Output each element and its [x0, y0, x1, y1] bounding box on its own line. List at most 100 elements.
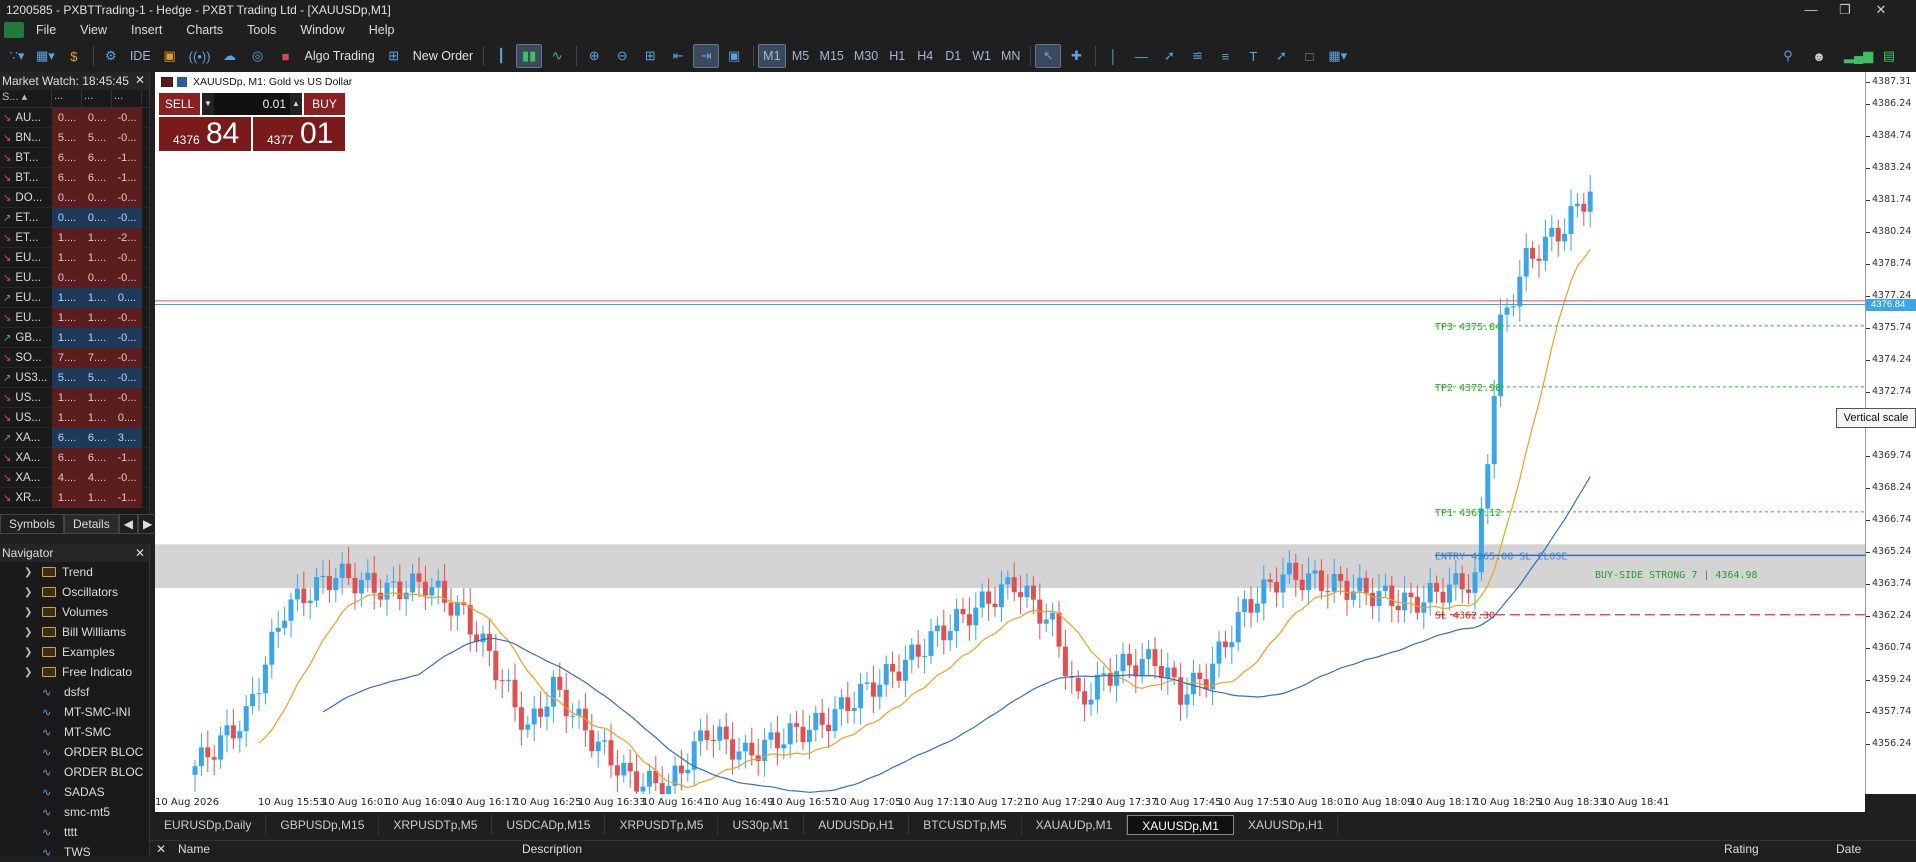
timeframe-d1[interactable]: D1 — [945, 49, 962, 63]
chat-icon[interactable]: ▤ — [1882, 48, 1896, 63]
chart-tab[interactable]: XRPUSDTp,M5 — [379, 815, 493, 835]
line-chart-icon[interactable]: ∿ — [551, 48, 563, 63]
close-icon[interactable]: ✕ — [134, 73, 145, 87]
chart-tab[interactable]: GBPUSDp,M15 — [266, 815, 380, 835]
vertical-line-icon[interactable]: │ — [1109, 48, 1118, 64]
navigator-indicator[interactable]: ∿ ORDER BLOC — [42, 745, 144, 759]
chevron-right-icon[interactable]: ❯ — [24, 646, 33, 658]
search-icon[interactable]: ⚲ — [1783, 48, 1793, 63]
channel-icon[interactable]: ≌ — [1191, 48, 1203, 63]
chart-tab[interactable]: XAUAUDp,M1 — [1022, 815, 1128, 835]
market-watch-row[interactable]: ↘ DO... 0.... 0.... -0... — [0, 187, 149, 208]
sell-button[interactable]: SELL — [159, 93, 200, 115]
tab-details[interactable]: Details — [64, 514, 119, 534]
strategy-tester-icon[interactable]: ⚙ — [104, 48, 117, 63]
column-description[interactable]: Description — [522, 842, 583, 856]
market-watch-row[interactable]: ↘ SO... 7.... 7.... -0... — [0, 347, 149, 368]
vps-icon[interactable]: ◎ — [251, 48, 264, 63]
autoscroll-icon[interactable]: ⇤ — [672, 48, 684, 63]
timeframe-m1[interactable]: M1 — [758, 44, 786, 68]
market-watch-row[interactable]: ↘ XA... 4.... 4.... -0... — [0, 467, 149, 488]
menu-file[interactable]: File — [36, 23, 57, 37]
price-chart[interactable]: TP3 4375.84 TP2 4372.98 TP1 4367.12 ENTRY 4… — [155, 72, 1865, 794]
ide-button[interactable]: IDE — [129, 49, 151, 63]
crosshair-icon[interactable]: ✚ — [1070, 48, 1082, 63]
chart-tab[interactable]: USDCADp,M15 — [492, 815, 606, 835]
market-icon[interactable]: $ — [70, 48, 78, 64]
market-watch-row[interactable]: ↘ ET... 1.... 1.... -2... — [0, 227, 149, 248]
objects-icon[interactable]: ▦▾ — [1328, 48, 1348, 63]
lot-decrease-icon[interactable]: ▼ — [202, 93, 214, 115]
sell-price-box[interactable]: 4376 84 — [159, 117, 251, 151]
shopping-bag-icon[interactable]: ▣ — [163, 48, 176, 63]
navigator-indicator[interactable]: ∿ smc-mt5 — [42, 805, 110, 819]
candlestick-icon[interactable]: ▮▮ — [516, 44, 543, 68]
cloud-icon[interactable]: ☁ — [223, 48, 237, 63]
zoom-out-icon[interactable]: ⊖ — [616, 48, 628, 63]
market-watch-row[interactable]: ↘ EU... 0.... 0.... -0... — [0, 267, 149, 288]
chart-tab[interactable]: BTCUSDTp,M5 — [909, 815, 1022, 835]
column-bid[interactable]: ... — [52, 90, 82, 107]
chevron-right-icon[interactable]: ❯ — [24, 566, 33, 578]
buy-button[interactable]: BUY — [304, 93, 345, 115]
market-watch-row[interactable]: ↘ AU... 0.... 0.... -0... — [0, 107, 149, 128]
bar-chart-icon[interactable]: ┃ — [497, 48, 506, 63]
close-icon[interactable]: ✕ — [1875, 2, 1887, 17]
toolbox-close-icon[interactable]: ✕ — [156, 842, 167, 856]
navigator-indicator[interactable]: ∿ ORDER BLOC — [42, 765, 144, 779]
trendline-icon[interactable]: ➚ — [1163, 48, 1175, 63]
menu-insert[interactable]: Insert — [131, 23, 163, 37]
navigator-indicator[interactable]: ∿ MT-SMC-INI — [42, 705, 131, 719]
algo-trading-icon[interactable]: ■ — [281, 48, 290, 64]
menu-view[interactable]: View — [80, 23, 108, 37]
timeframe-h4[interactable]: H4 — [917, 49, 934, 63]
zoom-in-icon[interactable]: ⊕ — [588, 48, 600, 63]
price-axis[interactable]: 4387.31 4386.24 4384.74 4383.24 4381.74 4380.… — [1865, 72, 1916, 794]
chevron-right-icon[interactable]: ❯ — [24, 666, 33, 678]
signals-icon[interactable]: ((•)) — [188, 48, 211, 64]
restore-icon[interactable]: ❐ — [1839, 2, 1851, 17]
market-watch-row[interactable]: ↘ BN... 5.... 5.... -0... — [0, 127, 149, 148]
menu-tools[interactable]: Tools — [247, 23, 277, 37]
navigator-indicator[interactable]: ∿ tttt — [42, 825, 78, 839]
navigator-folder[interactable]: ❯ Examples — [24, 645, 115, 659]
new-order-button[interactable]: New Order — [412, 49, 474, 63]
column-date[interactable]: Date — [1836, 842, 1862, 856]
menu-help[interactable]: Help — [368, 23, 395, 37]
tab-symbols[interactable]: Symbols — [0, 514, 65, 534]
timeframe-mn[interactable]: MN — [1000, 49, 1021, 63]
time-axis[interactable]: 10 Aug 2026 10 Aug 15:53 10 Aug 16:01 10 Au… — [155, 794, 1865, 812]
navigator-indicator[interactable]: ∿ dsfsf — [42, 685, 90, 699]
navigator-indicator[interactable]: ∿ SADAS — [42, 785, 105, 799]
lot-input[interactable]: 0.01 — [214, 93, 290, 115]
navigator-folder[interactable]: ❯ Free Indicato — [24, 665, 133, 679]
market-watch-row[interactable]: ↗ GB... 1.... 1.... -0... — [0, 327, 149, 348]
account-icon[interactable]: ☻ — [1812, 48, 1826, 64]
market-watch-row[interactable]: ↗ EU... 1.... 1.... 0.... — [0, 287, 149, 308]
market-watch-row[interactable]: ↘ EU... 1.... 1.... -0... — [0, 307, 149, 328]
cursor-icon[interactable]: ↖ — [1035, 44, 1062, 68]
column-change[interactable]: ... — [112, 90, 142, 107]
chevron-right-icon[interactable]: ❯ — [24, 606, 33, 618]
navigator-folder[interactable]: ❯ Bill Williams — [24, 625, 126, 639]
chevron-right-icon[interactable]: ❯ — [24, 626, 33, 638]
tile-windows-icon[interactable]: ⊞ — [644, 48, 656, 63]
algo-trading-button[interactable]: Algo Trading — [304, 49, 375, 63]
profiles-icon[interactable]: ▦▾ — [36, 48, 55, 63]
arrow-icon[interactable]: ➚ — [1275, 48, 1287, 63]
market-watch-row[interactable]: ↘ XR... 1.... 1.... -1... — [0, 487, 149, 508]
market-watch-row[interactable]: ↗ US3... 5.... 5.... -0... — [0, 367, 149, 388]
market-watch-row[interactable]: ↘ US... 1.... 1.... 0.... — [0, 407, 149, 428]
chart-tab[interactable]: XAUUSDp,M1 — [1127, 815, 1234, 835]
navigator-indicator[interactable]: ∿ MT-SMC — [42, 725, 112, 739]
market-watch-row[interactable]: ↘ BT... 6.... 6.... -1... — [0, 167, 149, 188]
navigator-indicator[interactable]: ∿ TWS — [42, 845, 91, 859]
column-rating[interactable]: Rating — [1724, 842, 1759, 856]
navigator-folder[interactable]: ❯ Volumes — [24, 605, 109, 619]
new-chart-icon[interactable]: ∵▾ — [9, 48, 25, 63]
timeframe-h1[interactable]: H1 — [889, 49, 906, 63]
chart-shift-icon[interactable]: ⇥ — [693, 44, 720, 68]
minimize-icon[interactable]: — — [1804, 2, 1818, 17]
screenshot-icon[interactable]: ▣ — [728, 48, 741, 63]
timeframe-m5[interactable]: M5 — [791, 49, 810, 63]
